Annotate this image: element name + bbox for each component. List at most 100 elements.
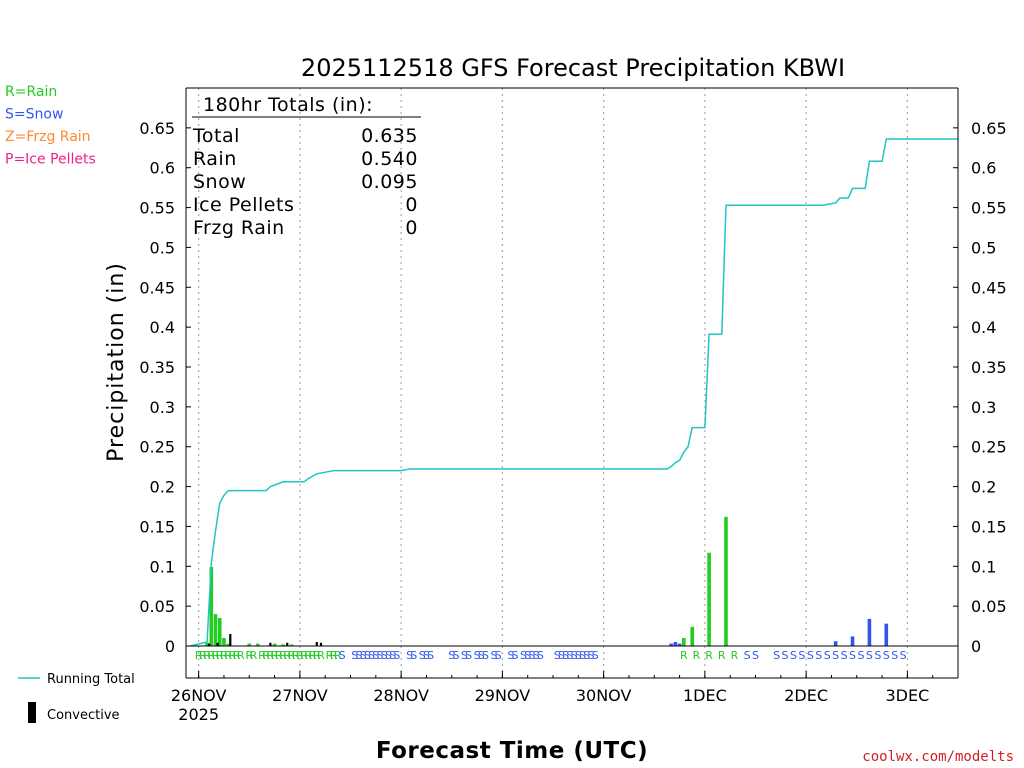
ptype-letter-s: S bbox=[866, 649, 873, 662]
ptype-letter-r: R bbox=[731, 649, 739, 662]
y-tick-labels: 0 00.05 0.050.1 0.10.15 0.150.2 0.20.25 0.250.… bbox=[139, 119, 1006, 656]
y-tick-label-right: 0.35 bbox=[971, 358, 1007, 377]
ptype-letter-s: S bbox=[495, 649, 502, 662]
x-tick-label: 27NOV bbox=[272, 686, 328, 705]
y-tick-label-right: 0.65 bbox=[971, 119, 1007, 138]
y-tick-label-right: 0.2 bbox=[971, 478, 996, 497]
rain-bar bbox=[205, 642, 209, 646]
ptype-letter-r: R bbox=[224, 649, 232, 662]
ptype-letter-s: S bbox=[482, 649, 489, 662]
ptype-letter-s: S bbox=[537, 649, 544, 662]
ptype-letter-r: R bbox=[229, 649, 237, 662]
chart-title: 2025112518 GFS Forecast Precipitation KB… bbox=[301, 54, 845, 82]
x-tick-label: 29NOV bbox=[475, 686, 531, 705]
ptype-letter-r: R bbox=[207, 649, 215, 662]
ptype-letter-s: S bbox=[381, 649, 388, 662]
x-tick-label: 1DEC bbox=[683, 686, 727, 705]
legend-p: P=Ice Pellets bbox=[5, 152, 96, 168]
ptype-letter-r: R bbox=[279, 649, 287, 662]
convective-bar bbox=[229, 634, 232, 646]
totals-row-label: Total bbox=[192, 125, 240, 147]
rain-bar bbox=[724, 516, 728, 646]
ptype-letter-s: S bbox=[592, 649, 599, 662]
ptype-letter-s: S bbox=[554, 649, 561, 662]
ptype-letter-r: R bbox=[313, 649, 321, 662]
rain-bar bbox=[281, 644, 285, 646]
ptype-letter-s: S bbox=[900, 649, 907, 662]
axes bbox=[185, 87, 959, 679]
ptype-letter-s: S bbox=[461, 649, 468, 662]
y-tick-label-left: 0 bbox=[165, 637, 175, 656]
ptype-letter-s: S bbox=[465, 649, 472, 662]
convective-bar bbox=[208, 643, 211, 646]
totals-row-label: Ice Pellets bbox=[193, 194, 294, 216]
rain-bar bbox=[226, 643, 230, 646]
convective-bar bbox=[269, 642, 272, 646]
y-tick-label-right: 0.6 bbox=[971, 159, 996, 178]
ptype-letter-r: R bbox=[250, 649, 258, 662]
y-tick-label-right: 0.25 bbox=[971, 438, 1007, 457]
y-tick-label-right: 0.3 bbox=[971, 398, 996, 417]
y-tick-label-right: 0.05 bbox=[971, 597, 1007, 616]
totals-row-value: 0.540 bbox=[361, 148, 418, 170]
totals-header: 180hr Totals (in): bbox=[203, 94, 373, 116]
ptype-letter-s: S bbox=[579, 649, 586, 662]
convective-key-swatch bbox=[28, 702, 36, 723]
rain-bar bbox=[690, 626, 695, 646]
ptype-letter-r: R bbox=[718, 649, 726, 662]
ptype-letter-r: R bbox=[326, 649, 334, 662]
ptype-letter-s: S bbox=[389, 649, 396, 662]
ptype-letter-r: R bbox=[317, 649, 325, 662]
legend-z: Z=Frzg Rain bbox=[5, 129, 91, 145]
ptype-letter-r: R bbox=[203, 649, 211, 662]
ptype-letter-s: S bbox=[360, 649, 367, 662]
ptype-letter-s: S bbox=[587, 649, 594, 662]
ptype-letter-r: R bbox=[292, 649, 300, 662]
y-tick-label-left: 0.3 bbox=[150, 398, 175, 417]
ptype-letter-s: S bbox=[490, 649, 497, 662]
convective-bar bbox=[286, 642, 289, 646]
y-tick-label-left: 0.4 bbox=[150, 318, 175, 337]
ptype-letter-s: S bbox=[841, 649, 848, 662]
ptype-letter-s: S bbox=[824, 649, 831, 662]
x-tick-labels: 26NOV 27NOV 28NOV 29NOV 30NOV 1DEC 2DEC 3DEC 202… bbox=[171, 671, 929, 724]
y-tick-label-right: 0.45 bbox=[971, 278, 1007, 297]
totals-box: 180hr Totals (in): Total 0.635 Rain 0.540 Sno… bbox=[192, 94, 421, 239]
ptype-letter-r: R bbox=[245, 649, 253, 662]
ptype-letter-s: S bbox=[883, 649, 890, 662]
ptype-letter-r: R bbox=[262, 649, 270, 662]
ptype-letter-s: S bbox=[891, 649, 898, 662]
ptype-letter-r: R bbox=[680, 649, 688, 662]
ptype-letter-r: R bbox=[288, 649, 296, 662]
ptype-letter-s: S bbox=[368, 649, 375, 662]
ptype-letter-r: R bbox=[195, 649, 203, 662]
ptype-letter-r: R bbox=[334, 649, 342, 662]
y-tick-label-left: 0.55 bbox=[139, 199, 175, 218]
ptype-letter-r: R bbox=[258, 649, 266, 662]
y-axis-label: Precipitation (in) bbox=[104, 262, 129, 462]
ptype-letter-s: S bbox=[583, 649, 590, 662]
ptype-letter-s: S bbox=[798, 649, 805, 662]
running-total-line bbox=[190, 138, 958, 647]
ptype-letter-s: S bbox=[507, 649, 514, 662]
x-tick-label: 28NOV bbox=[373, 686, 429, 705]
rain-bar bbox=[209, 567, 214, 646]
totals-row-value: 0 bbox=[405, 217, 418, 239]
ptype-letter-s: S bbox=[752, 649, 759, 662]
ptype-letter-r: R bbox=[212, 649, 220, 662]
ptype-letter-s: S bbox=[393, 649, 400, 662]
x-tick-label: 30NOV bbox=[576, 686, 632, 705]
ptype-letter-s: S bbox=[474, 649, 481, 662]
ptype-letter-s: S bbox=[571, 649, 578, 662]
snow-bar bbox=[673, 642, 678, 646]
ptype-letter-s: S bbox=[832, 649, 839, 662]
ptype-letter-r: R bbox=[199, 649, 207, 662]
running-total-key-label: Running Total bbox=[47, 672, 135, 687]
rain-bar bbox=[255, 643, 260, 646]
ptype-letter-s: S bbox=[478, 649, 485, 662]
ptype-letter-s: S bbox=[406, 649, 413, 662]
precip-bars bbox=[205, 516, 889, 646]
ptype-letter-s: S bbox=[562, 649, 569, 662]
rain-bar bbox=[247, 643, 252, 646]
ptype-letter-s: S bbox=[575, 649, 582, 662]
